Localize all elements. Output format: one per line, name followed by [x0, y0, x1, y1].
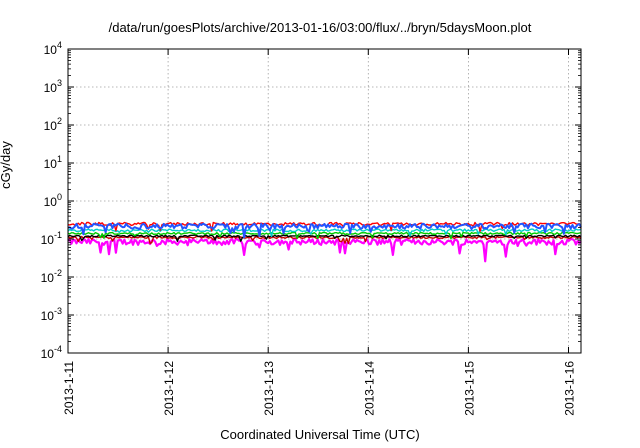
y-tick-label: 10-4 [41, 344, 62, 361]
series-line [67, 231, 582, 240]
y-tick-label: 101 [44, 154, 62, 171]
x-axis-label: Coordinated Universal Time (UTC) [220, 427, 420, 442]
y-tick-label: 10-3 [41, 306, 62, 323]
y-tick-label: 10-2 [41, 268, 62, 285]
chart-title: /data/run/goesPlots/archive/2013-01-16/0… [108, 20, 532, 35]
series-line [67, 237, 582, 263]
series-line [67, 222, 582, 239]
series-line [67, 234, 582, 242]
series-line [67, 228, 582, 238]
x-tick-label: 2013-1-15 [462, 361, 476, 416]
x-tick-label: 2013-1-16 [562, 361, 576, 416]
x-tick-label: 2013-1-14 [362, 361, 376, 416]
y-tick-label: 100 [44, 192, 62, 209]
y-tick-label: 104 [44, 40, 62, 57]
x-tick-label: 2013-1-11 [62, 361, 76, 415]
plot-frame [67, 48, 582, 354]
plot-border [67, 48, 582, 354]
y-tick-labels: 10-4 10-3 10-2 10-1 100 101 102 103 104 [41, 40, 62, 361]
series-group [67, 221, 582, 263]
gridlines [68, 49, 581, 353]
y-tick-label: 10-1 [41, 230, 62, 247]
x-tick-label: 2013-1-13 [262, 361, 276, 416]
y-tick-label: 102 [44, 116, 62, 133]
x-tick-labels: 2013-1-11 2013-1-12 2013-1-13 2013-1-14 2013… [62, 361, 576, 416]
x-tick-label: 2013-1-12 [162, 361, 176, 416]
y-tick-label: 103 [44, 78, 62, 95]
